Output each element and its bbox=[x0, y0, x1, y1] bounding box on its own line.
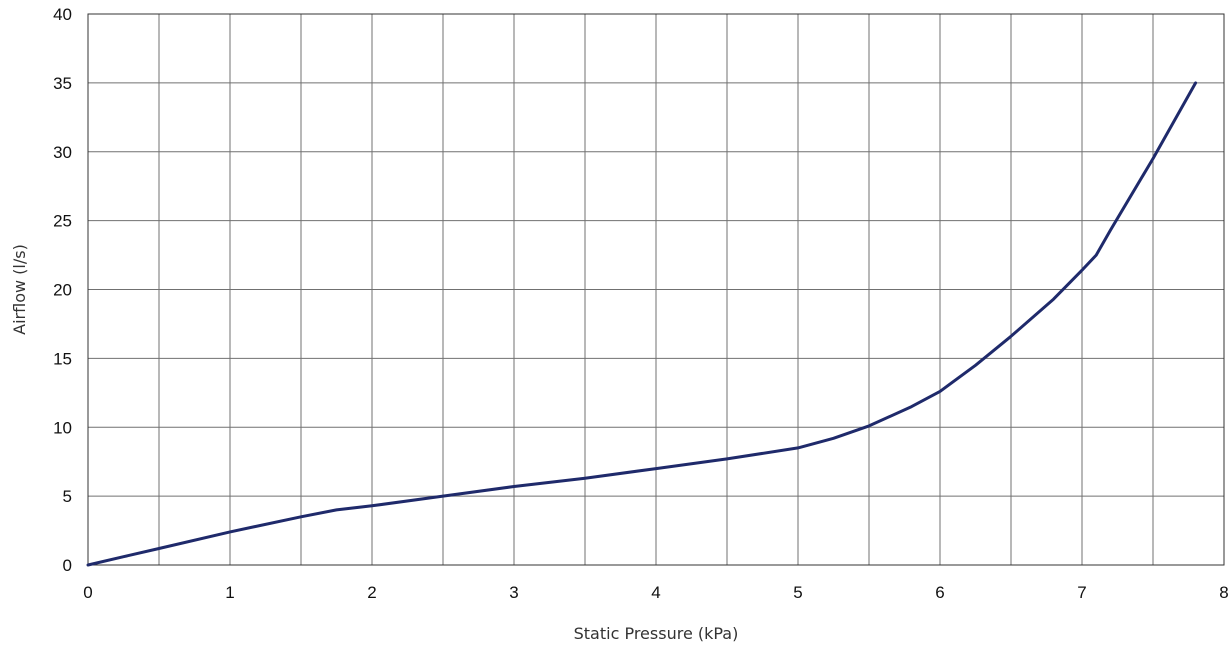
y-tick-label: 0 bbox=[63, 556, 72, 575]
y-tick-label: 25 bbox=[53, 212, 72, 231]
x-tick-label: 0 bbox=[83, 583, 92, 602]
y-tick-label: 40 bbox=[53, 5, 72, 24]
x-tick-labels: 0 1 2 3 4 5 6 7 8 bbox=[83, 583, 1228, 602]
y-tick-labels: 0 5 10 15 20 25 30 35 40 bbox=[53, 5, 72, 575]
y-tick-label: 10 bbox=[53, 418, 72, 437]
x-tick-label: 5 bbox=[793, 583, 802, 602]
y-axis-title: Airflow (l/s) bbox=[10, 244, 29, 335]
x-tick-label: 1 bbox=[225, 583, 234, 602]
x-tick-label: 2 bbox=[367, 583, 376, 602]
y-tick-label: 5 bbox=[63, 487, 72, 506]
series-line bbox=[86, 81, 1198, 567]
grid bbox=[88, 14, 1224, 565]
y-tick-label: 30 bbox=[53, 143, 72, 162]
x-tick-label: 6 bbox=[935, 583, 944, 602]
x-tick-label: 3 bbox=[509, 583, 518, 602]
x-tick-label: 7 bbox=[1077, 583, 1086, 602]
series-layer bbox=[86, 81, 1198, 567]
x-axis-title: Static Pressure (kPa) bbox=[574, 624, 739, 643]
y-tick-label: 35 bbox=[53, 74, 72, 93]
plot-frame bbox=[87, 13, 1225, 566]
y-tick-label: 20 bbox=[53, 281, 72, 300]
x-tick-label: 4 bbox=[651, 583, 660, 602]
x-tick-label: 8 bbox=[1219, 583, 1228, 602]
y-tick-label: 15 bbox=[53, 349, 72, 368]
